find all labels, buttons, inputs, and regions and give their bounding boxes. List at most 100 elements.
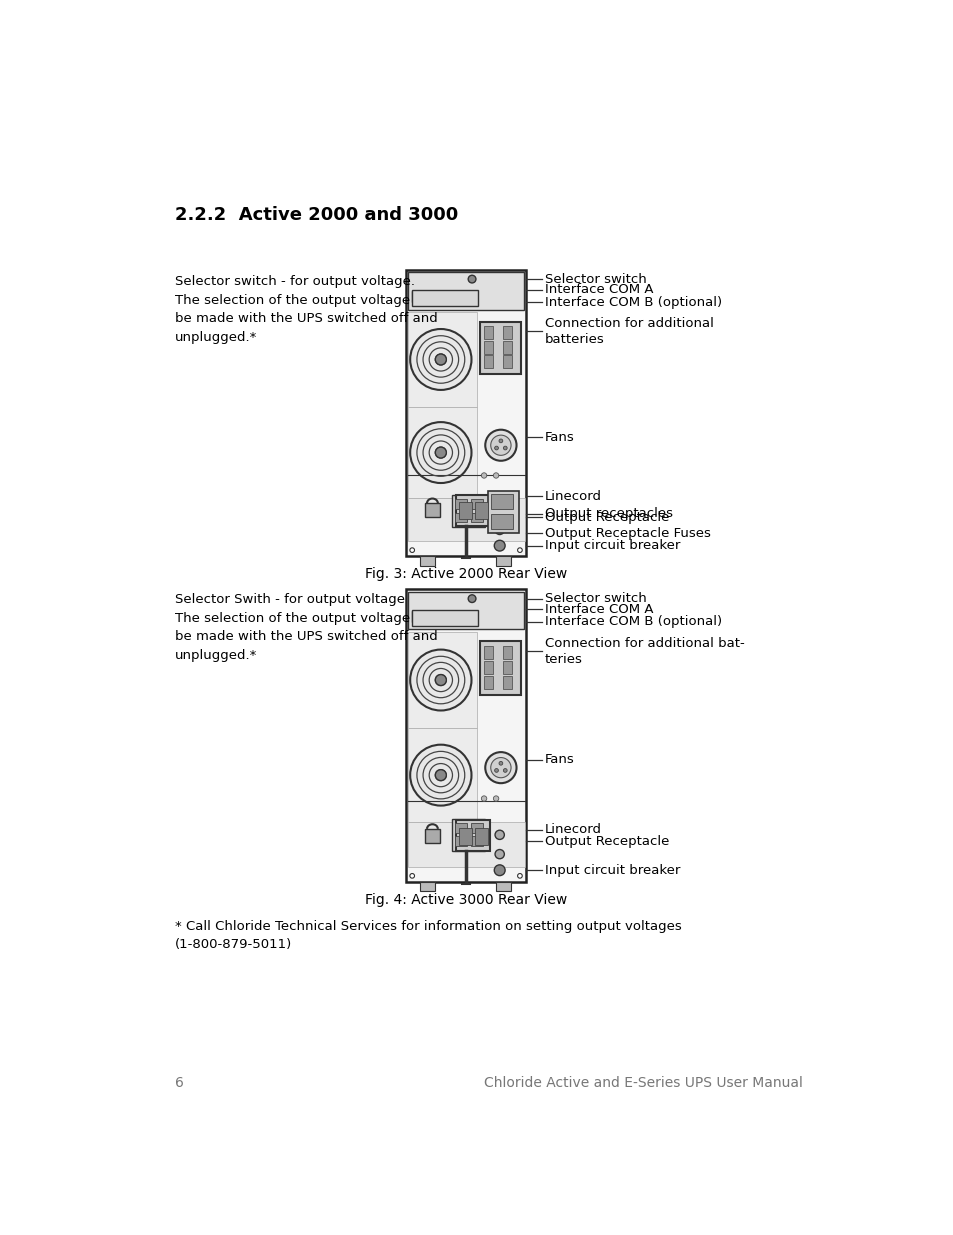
- Bar: [458, 829, 472, 845]
- Text: 2.2.2  Active 2000 and 3000: 2.2.2 Active 2000 and 3000: [174, 206, 457, 224]
- Circle shape: [410, 873, 415, 878]
- Circle shape: [493, 473, 498, 478]
- Bar: [479, 321, 521, 374]
- Text: Interface COM A: Interface COM A: [544, 603, 653, 616]
- Text: 6: 6: [174, 1076, 184, 1091]
- Bar: [412, 610, 477, 626]
- Circle shape: [517, 873, 521, 878]
- Bar: [456, 820, 490, 851]
- Bar: [487, 490, 518, 534]
- Circle shape: [490, 757, 511, 778]
- Bar: [475, 503, 488, 520]
- Text: Output Receptacle: Output Receptacle: [544, 835, 668, 847]
- Circle shape: [435, 447, 446, 458]
- Circle shape: [498, 762, 502, 766]
- Text: Selector switch: Selector switch: [544, 273, 646, 285]
- Bar: [502, 661, 512, 674]
- Bar: [406, 270, 525, 556]
- Bar: [502, 326, 512, 340]
- Text: Input circuit breaker: Input circuit breaker: [544, 863, 679, 877]
- Circle shape: [468, 595, 476, 603]
- Bar: [412, 611, 436, 621]
- Bar: [502, 341, 512, 354]
- Bar: [455, 836, 466, 846]
- Text: Interface COM A: Interface COM A: [544, 283, 653, 296]
- Circle shape: [481, 795, 486, 802]
- Circle shape: [517, 593, 521, 598]
- Text: Fig. 4: Active 3000 Rear View: Fig. 4: Active 3000 Rear View: [365, 893, 567, 906]
- Circle shape: [410, 422, 471, 483]
- Text: Selector Swith - for output voltage
The selection of the output voltage must
be : Selector Swith - for output voltage The …: [174, 593, 448, 662]
- Text: Fig. 3: Active 2000 Rear View: Fig. 3: Active 2000 Rear View: [365, 567, 567, 580]
- Text: Linecord: Linecord: [544, 490, 601, 503]
- Circle shape: [410, 650, 471, 710]
- Text: Output receptacles: Output receptacles: [544, 508, 672, 520]
- Circle shape: [468, 275, 476, 283]
- Circle shape: [494, 446, 497, 450]
- Bar: [484, 676, 493, 689]
- Bar: [412, 291, 436, 303]
- Circle shape: [435, 354, 446, 366]
- Bar: [407, 729, 476, 823]
- Bar: [451, 495, 485, 527]
- Circle shape: [410, 329, 471, 390]
- Circle shape: [485, 430, 516, 461]
- Bar: [484, 356, 493, 368]
- Circle shape: [481, 473, 486, 478]
- Bar: [471, 513, 482, 522]
- Text: Selector switch - for output voltage.
The selection of the output voltage must
b: Selector switch - for output voltage. Th…: [174, 275, 448, 343]
- Circle shape: [495, 850, 504, 858]
- Circle shape: [495, 830, 504, 840]
- Text: Input circuit breaker: Input circuit breaker: [544, 540, 679, 552]
- Bar: [471, 823, 482, 832]
- Bar: [502, 356, 512, 368]
- Circle shape: [493, 795, 498, 802]
- Circle shape: [410, 745, 471, 805]
- Bar: [407, 406, 476, 499]
- Circle shape: [485, 752, 516, 783]
- Text: Interface COM B (optional): Interface COM B (optional): [544, 295, 721, 309]
- Bar: [424, 503, 439, 517]
- Circle shape: [410, 274, 415, 278]
- Bar: [484, 646, 493, 659]
- Circle shape: [494, 864, 504, 876]
- Text: Fans: Fans: [544, 431, 574, 443]
- Bar: [408, 272, 523, 310]
- Circle shape: [410, 548, 415, 552]
- Text: Linecord: Linecord: [544, 824, 601, 836]
- Circle shape: [495, 506, 504, 516]
- Bar: [420, 556, 435, 566]
- Bar: [455, 499, 466, 509]
- Bar: [451, 819, 485, 851]
- Bar: [456, 495, 490, 526]
- Bar: [407, 632, 476, 729]
- Circle shape: [495, 525, 504, 535]
- Circle shape: [498, 438, 502, 442]
- Bar: [479, 641, 521, 694]
- Circle shape: [517, 274, 521, 278]
- Bar: [491, 514, 513, 529]
- Text: Selector switch: Selector switch: [544, 592, 646, 605]
- Text: Output Receptacle: Output Receptacle: [544, 511, 668, 524]
- Bar: [496, 556, 510, 566]
- Circle shape: [517, 548, 521, 552]
- Bar: [502, 676, 512, 689]
- Circle shape: [410, 593, 415, 598]
- Circle shape: [490, 435, 511, 456]
- Text: Connection for additional
batteries: Connection for additional batteries: [544, 316, 713, 346]
- Circle shape: [503, 768, 507, 772]
- Circle shape: [494, 540, 504, 551]
- Circle shape: [435, 674, 446, 685]
- Bar: [407, 823, 524, 867]
- Bar: [412, 290, 477, 306]
- Bar: [484, 326, 493, 340]
- Bar: [502, 646, 512, 659]
- Bar: [458, 503, 472, 520]
- Bar: [420, 882, 435, 892]
- Bar: [475, 829, 488, 845]
- Bar: [455, 823, 466, 832]
- Bar: [407, 499, 524, 541]
- Bar: [471, 499, 482, 509]
- Bar: [408, 592, 523, 630]
- Bar: [455, 513, 466, 522]
